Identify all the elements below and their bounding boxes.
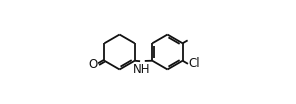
Text: Cl: Cl (188, 57, 200, 70)
Text: NH: NH (133, 63, 151, 76)
Text: O: O (89, 58, 98, 71)
